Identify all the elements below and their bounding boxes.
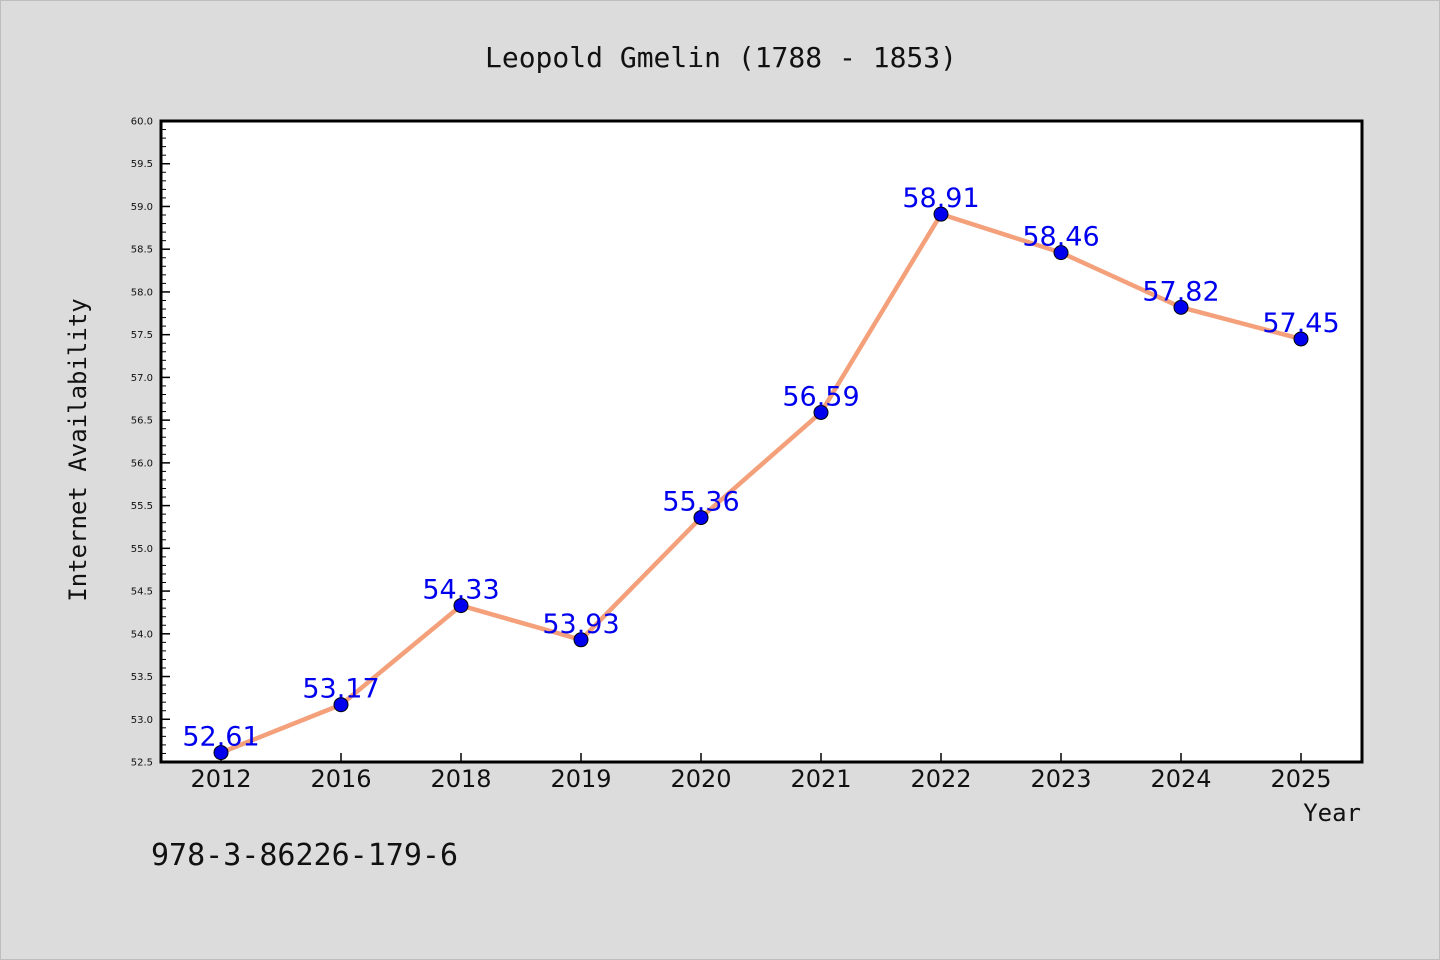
y-tick-label: 53.5 [131,672,153,683]
x-tick-label: 2020 [670,765,731,793]
data-point [453,598,469,614]
x-tick-label: 2025 [1270,765,1331,793]
y-tick-label: 55.0 [131,544,153,555]
y-tick-label: 57.0 [131,373,153,384]
y-tick-label: 56.0 [131,458,153,469]
data-point [333,697,349,713]
data-label: 53.17 [302,674,379,705]
data-label: 56.59 [782,381,859,412]
y-tick-label: 59.0 [131,202,153,213]
x-tick-label: 2022 [910,765,971,793]
data-label: 57.82 [1142,276,1219,307]
data-point [573,632,589,648]
series-line [218,211,1304,755]
y-tick-label: 53.0 [131,715,153,726]
series-layer: 52.61 53.17 54.33 53.93 55.36 56.59 58.91 58.46… [182,183,1340,761]
y-tick-label: 54.5 [131,587,153,598]
data-point [213,745,229,761]
plot-area [159,119,1364,764]
y-tick-label: 55.5 [131,501,153,512]
y-tick-label: 56.5 [131,416,153,427]
data-label: 58.46 [1022,222,1099,253]
y-axis-label: Internet Availability [64,298,92,601]
chart-title: Leopold Gmelin (1788 - 1853) [485,41,957,74]
x-tick-label: 2018 [430,765,491,793]
y-tick-label: 58.5 [131,245,153,256]
x-tick-label: 2024 [1150,765,1211,793]
data-point [693,510,709,526]
y-tick-label: 57.5 [131,330,153,341]
x-tick-label: 2023 [1030,765,1091,793]
y-tick-label: 52.5 [131,758,153,769]
data-point [1293,331,1309,347]
x-axis: 2012 2016 2018 2019 2020 2021 2022 2023 2024 2025 [190,753,1332,793]
y-tick-label: 59.5 [131,159,153,170]
data-point [1173,299,1189,315]
data-label: 57.45 [1262,308,1339,339]
y-axis: 52.5 53.0 53.5 54.0 54.5 55.0 55.5 56.0 56.5 57.0… [131,117,170,769]
isbn-footer: 978-3-86226-179-6 [151,838,458,873]
x-tick-label: 2012 [190,765,251,793]
x-tick-label: 2016 [310,765,371,793]
data-point [813,404,829,420]
y-tick-label: 58.0 [131,287,153,298]
data-label: 54.33 [422,575,499,606]
x-tick-label: 2019 [550,765,611,793]
data-label: 55.36 [662,487,739,518]
x-axis-label: Year [1303,799,1361,827]
y-tick-label: 60.0 [131,117,153,128]
x-tick-label: 2021 [790,765,851,793]
y-tick-label: 54.0 [131,629,153,640]
data-label: 58.91 [902,183,979,214]
data-label: 53.93 [542,609,619,640]
data-label: 52.61 [182,722,259,753]
data-point [933,206,949,222]
data-point [1053,245,1069,261]
